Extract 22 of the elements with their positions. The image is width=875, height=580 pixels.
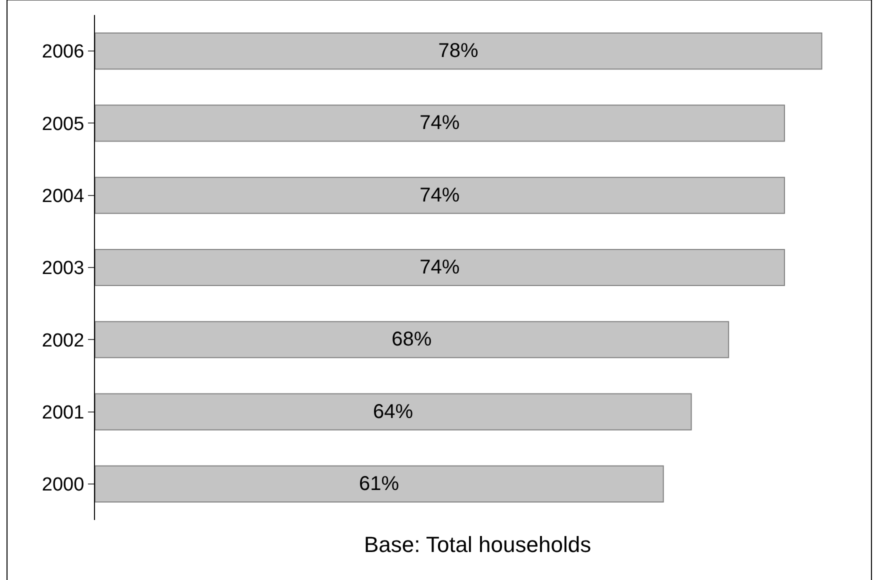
y-tick-label: 2006 xyxy=(42,42,84,63)
data-label: 74% xyxy=(420,184,460,206)
bar xyxy=(95,465,664,502)
y-tick-label: 2001 xyxy=(42,402,84,424)
data-label: 74% xyxy=(420,112,460,134)
data-label: 68% xyxy=(392,328,432,351)
text: Base: Total households xyxy=(364,532,592,557)
y-tick-label: 2005 xyxy=(42,114,84,135)
bar xyxy=(95,248,785,286)
data-label: 78% xyxy=(438,40,478,62)
bar xyxy=(95,32,822,70)
bar xyxy=(95,321,730,358)
bar xyxy=(95,104,785,142)
y-tick-label: 2004 xyxy=(42,186,85,208)
data-label: 74% xyxy=(420,256,460,278)
y-tick-label: 2002 xyxy=(42,330,84,352)
data-label: 61% xyxy=(359,472,400,495)
y-tick-label: 2003 xyxy=(42,258,84,280)
y-tick-label: 2000 xyxy=(42,474,84,496)
bar xyxy=(95,393,692,430)
bar xyxy=(95,176,785,214)
data-label: 64% xyxy=(373,400,414,423)
